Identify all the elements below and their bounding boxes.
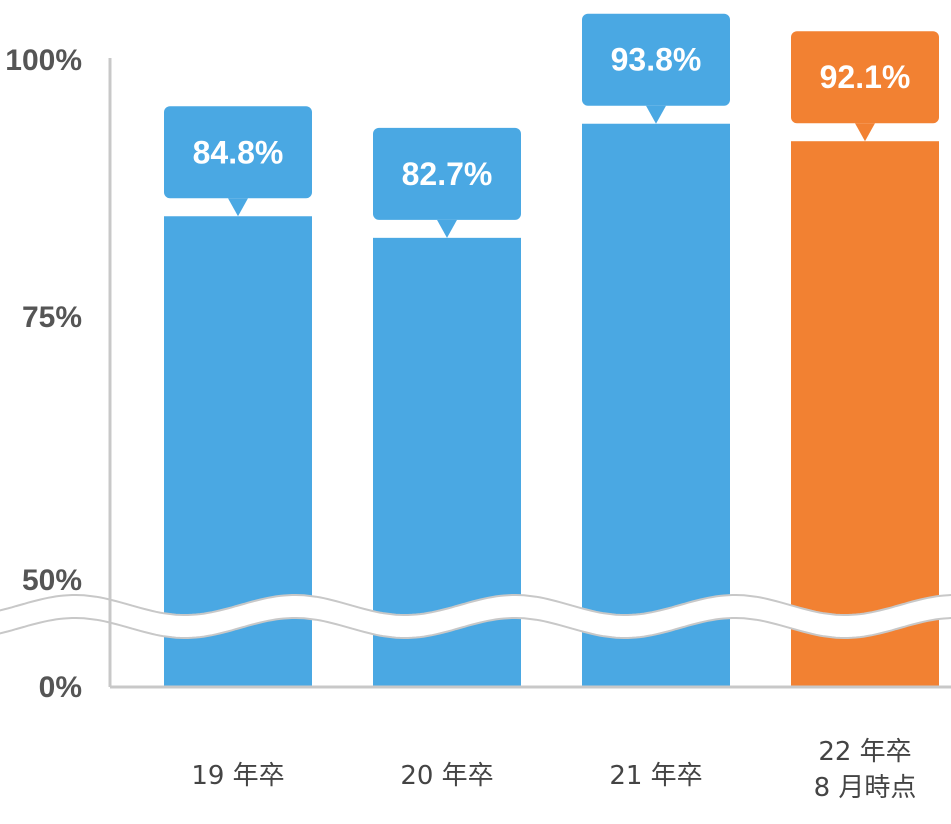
axis-break-line-bottom <box>0 617 951 639</box>
data-label-2: 82.7% <box>402 156 493 192</box>
data-label-3: 93.8% <box>611 42 702 78</box>
axes: 0% 50% 75% 100% 19 年卒 20 年卒 21 年卒 22 年卒 8 月時点 <box>5 44 951 803</box>
bars <box>164 123 939 688</box>
data-label-callout-3: 93.8% <box>582 13 730 124</box>
data-label-callout-4: 92.1% <box>791 31 939 142</box>
axis-break <box>0 594 951 639</box>
bar-3 <box>582 123 730 687</box>
x-tick-label-4: 22 年卒 8 月時点 <box>814 737 917 803</box>
axis-break-line-top <box>0 594 951 616</box>
y-tick-label-0: 0% <box>39 671 82 704</box>
x-tick-label-3: 21 年卒 <box>609 761 702 791</box>
data-label-1: 84.8% <box>193 134 284 170</box>
x-tick-label-1: 19 年卒 <box>191 761 284 791</box>
x-tick-label-2: 20 年卒 <box>400 761 493 791</box>
data-labels: 84.8% 82.7% 93.8% 92.1% <box>164 13 939 238</box>
data-label-4: 92.1% <box>820 59 911 95</box>
data-label-callout-1: 84.8% <box>164 106 312 217</box>
bar-4 <box>791 141 939 687</box>
y-tick-label-1: 50% <box>22 564 82 597</box>
y-tick-label-3: 100% <box>5 44 82 77</box>
y-tick-label-2: 75% <box>22 301 82 334</box>
data-label-callout-2: 82.7% <box>373 127 521 238</box>
